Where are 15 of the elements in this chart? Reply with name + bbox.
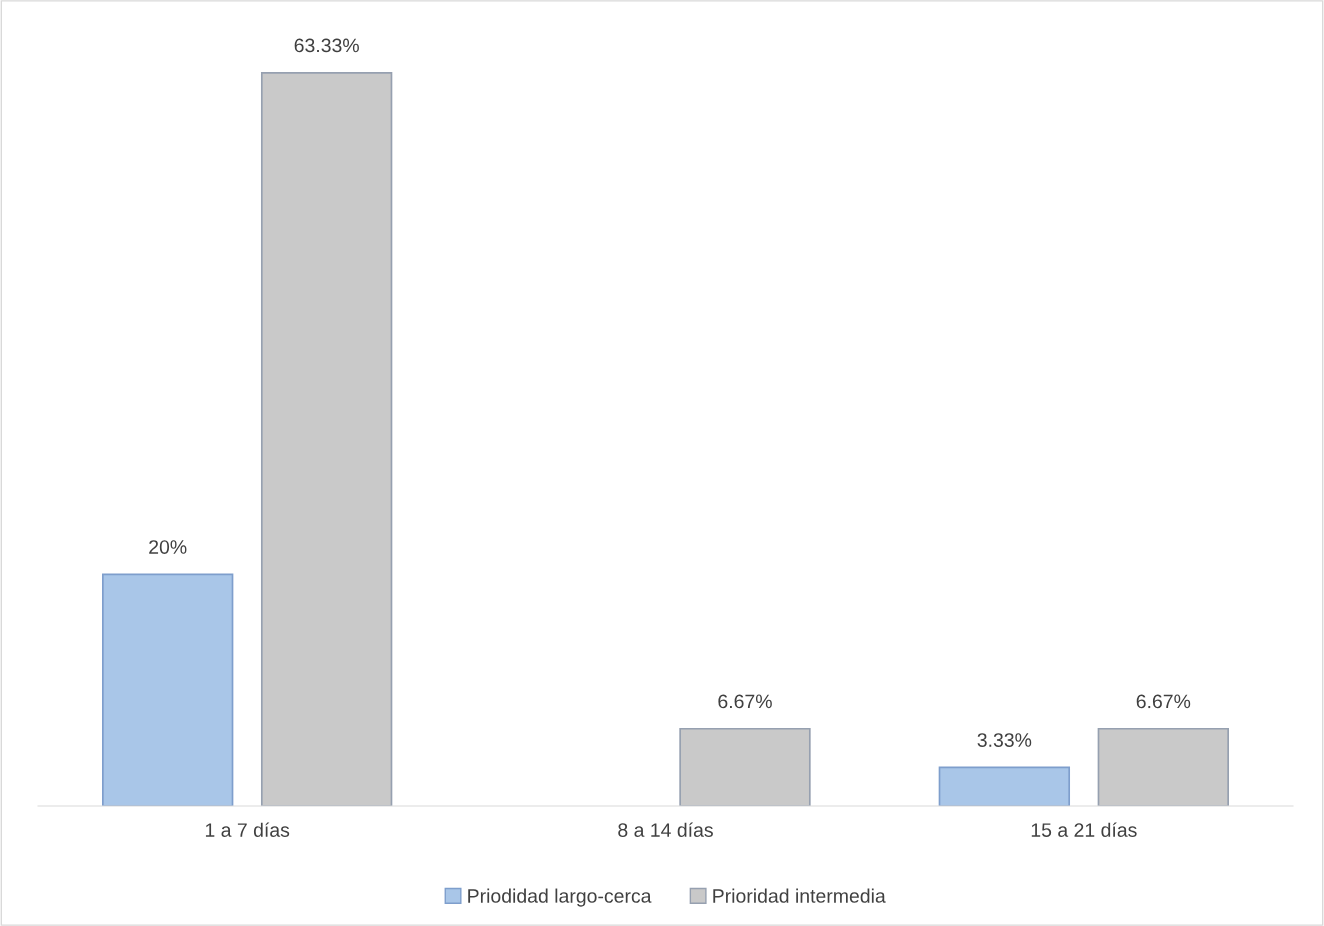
x-tick-label: 8 a 14 días — [618, 822, 713, 837]
x-tick-label: 15 a 21 días — [1031, 822, 1137, 837]
bar — [260, 71, 393, 806]
data-label: 63.33% — [294, 38, 359, 53]
data-label: 6.67% — [1136, 694, 1191, 709]
bar — [102, 573, 234, 806]
bar — [679, 727, 811, 806]
data-label: 20% — [149, 540, 187, 554]
x-tick-label: 1 a 7 días — [205, 822, 290, 837]
legend-label: Prioridad intermedia — [713, 888, 886, 903]
data-label: 6.67% — [718, 694, 772, 709]
bar — [938, 766, 1071, 806]
bar — [1097, 727, 1229, 806]
data-label: 3.33% — [977, 733, 1032, 747]
legend-label: Priodidad largo-cerca — [468, 888, 652, 907]
